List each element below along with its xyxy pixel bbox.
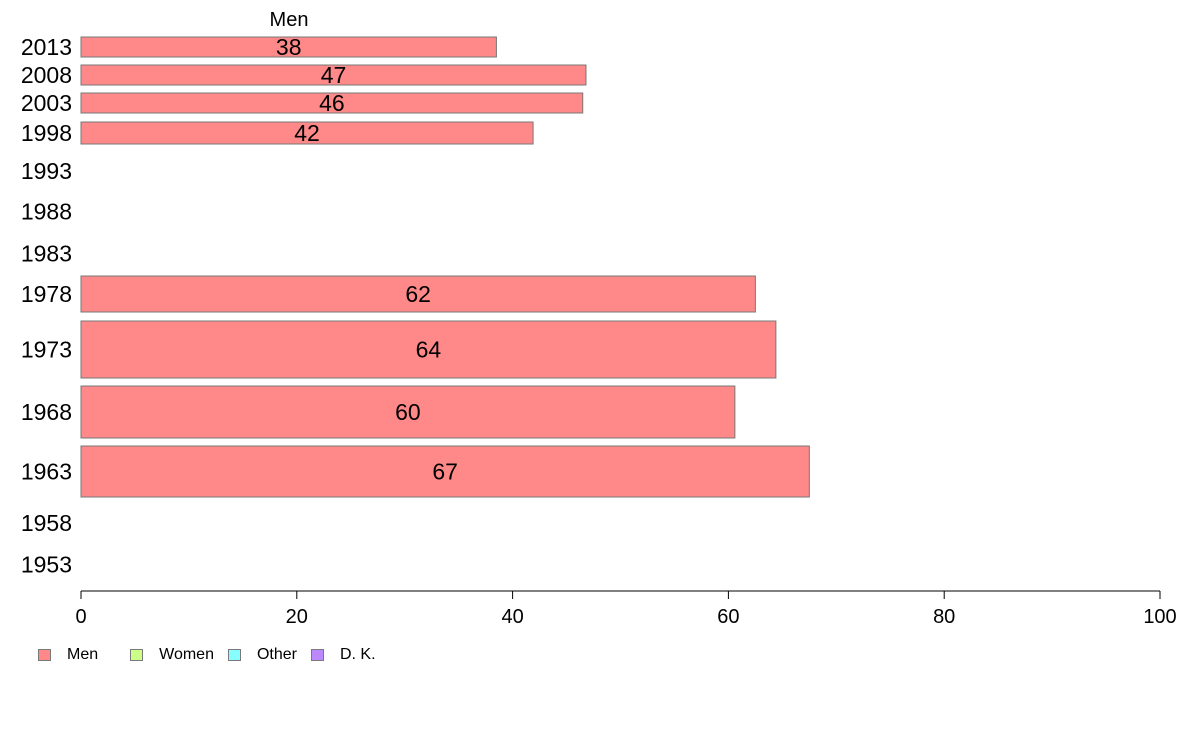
legend-swatch-women	[130, 649, 144, 661]
bar-2003	[80, 92, 584, 114]
x-tick-label-20: 20	[286, 606, 308, 628]
legend-label-women: Women	[159, 646, 214, 663]
legend-item-men: Men	[38, 646, 98, 664]
x-tick-label-100: 100	[1143, 606, 1176, 628]
y-tick-label-1968: 1968	[21, 399, 72, 425]
y-tick-label-1958: 1958	[21, 510, 72, 536]
legend-label-dk: D. K.	[339, 646, 376, 663]
legend-swatch-other	[227, 649, 241, 661]
y-tick-label-1978: 1978	[21, 281, 72, 307]
legend-swatch-men	[38, 649, 51, 661]
y-tick-label-1988: 1988	[21, 199, 72, 225]
data-label-2013: 38	[276, 34, 302, 60]
x-tick-label-60: 60	[717, 606, 739, 628]
bar-1973	[80, 320, 777, 379]
chart-title: Men	[270, 9, 309, 31]
y-tick-label-1973: 1973	[21, 337, 72, 363]
y-tick-label-1998: 1998	[21, 120, 72, 146]
y-tick-label-1963: 1963	[21, 459, 72, 485]
x-tick-label-40: 40	[501, 606, 523, 628]
y-tick-label-2008: 2008	[21, 62, 72, 88]
y-tick-label-1993: 1993	[21, 158, 72, 184]
y-tick-label-1953: 1953	[21, 552, 72, 578]
x-tick-label-80: 80	[933, 606, 955, 628]
bar-1963	[80, 445, 810, 498]
legend: Men Women Other D. K.	[38, 645, 390, 665]
data-label-1978: 62	[405, 281, 431, 307]
data-label-2008: 47	[321, 62, 347, 88]
bar-2008	[80, 64, 587, 86]
bar-1998	[80, 121, 534, 145]
bar-1978	[80, 275, 756, 313]
legend-item-dk: D. K.	[310, 646, 376, 664]
data-label-1963: 67	[432, 459, 458, 485]
legend-item-women: Women	[130, 646, 214, 664]
data-label-1973: 64	[416, 337, 442, 363]
data-label-1998: 42	[294, 120, 320, 146]
data-label-1968: 60	[395, 399, 421, 425]
bar-2013	[80, 36, 497, 58]
y-tick-label-2013: 2013	[21, 34, 72, 60]
data-label-2003: 46	[319, 90, 345, 116]
y-tick-label-2003: 2003	[21, 90, 72, 116]
bar-1968	[80, 385, 736, 439]
legend-swatch-dk	[310, 649, 324, 661]
legend-label-other: Other	[256, 646, 297, 663]
y-tick-label-1983: 1983	[21, 241, 72, 267]
legend-item-other: Other	[227, 646, 297, 664]
legend-label-men: Men	[67, 646, 99, 663]
x-tick-label-0: 0	[75, 606, 86, 628]
